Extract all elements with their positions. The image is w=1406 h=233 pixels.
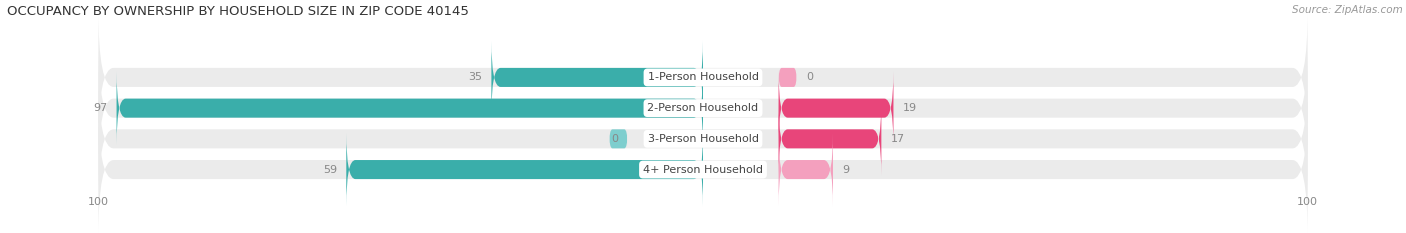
Text: 3-Person Household: 3-Person Household (648, 134, 758, 144)
FancyBboxPatch shape (117, 72, 703, 145)
Text: 17: 17 (890, 134, 904, 144)
FancyBboxPatch shape (779, 72, 893, 145)
Text: 9: 9 (842, 164, 849, 175)
Text: OCCUPANCY BY OWNERSHIP BY HOUSEHOLD SIZE IN ZIP CODE 40145: OCCUPANCY BY OWNERSHIP BY HOUSEHOLD SIZE… (7, 5, 470, 18)
FancyBboxPatch shape (98, 10, 1308, 145)
FancyBboxPatch shape (779, 68, 797, 87)
Text: 4+ Person Household: 4+ Person Household (643, 164, 763, 175)
Text: 35: 35 (468, 72, 482, 82)
Text: 19: 19 (903, 103, 917, 113)
Text: 0: 0 (612, 134, 619, 144)
FancyBboxPatch shape (98, 102, 1308, 233)
FancyBboxPatch shape (779, 102, 882, 175)
FancyBboxPatch shape (609, 129, 627, 148)
FancyBboxPatch shape (98, 72, 1308, 206)
Text: 0: 0 (806, 72, 813, 82)
FancyBboxPatch shape (98, 41, 1308, 175)
Text: Source: ZipAtlas.com: Source: ZipAtlas.com (1292, 5, 1403, 15)
Text: 2-Person Household: 2-Person Household (647, 103, 759, 113)
Text: 59: 59 (323, 164, 337, 175)
Text: 97: 97 (93, 103, 107, 113)
Text: 1-Person Household: 1-Person Household (648, 72, 758, 82)
FancyBboxPatch shape (779, 133, 832, 206)
FancyBboxPatch shape (346, 133, 703, 206)
FancyBboxPatch shape (492, 41, 703, 114)
